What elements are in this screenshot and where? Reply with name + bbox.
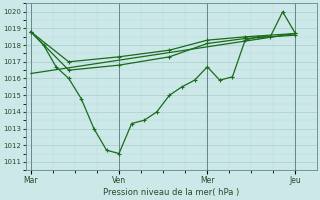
X-axis label: Pression niveau de la mer( hPa ): Pression niveau de la mer( hPa ) (103, 188, 239, 197)
